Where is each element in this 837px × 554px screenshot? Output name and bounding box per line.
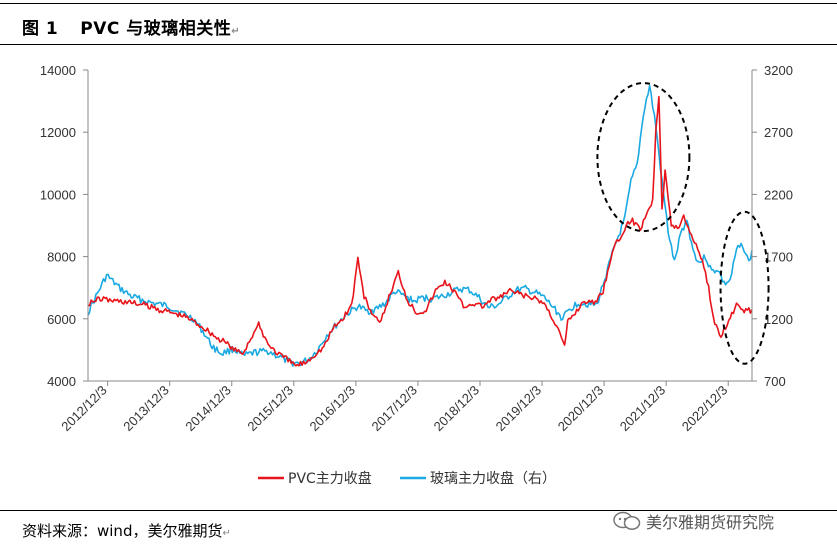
source-text: 资料来源：wind，美尔雅期货 <box>22 522 223 540</box>
wechat-icon <box>613 511 641 530</box>
y-left-tick-label: 14000 <box>40 63 76 78</box>
y-right-tick-label: 700 <box>764 374 786 389</box>
x-tick-label: 2013/12/3 <box>120 383 172 435</box>
y-right-tick-label: 2700 <box>764 125 793 140</box>
top-rule <box>0 3 837 4</box>
paragraph-mark-icon: ↵ <box>222 528 231 539</box>
x-tick-label: 2018/12/3 <box>431 383 483 435</box>
y-left-tick-label: 4000 <box>47 374 76 389</box>
x-tick-label: 2017/12/3 <box>369 383 421 435</box>
x-tick-label: 2014/12/3 <box>182 383 234 435</box>
pvc-series-line <box>87 95 753 367</box>
figure-label: 图 1 <box>22 19 59 39</box>
x-tick-label: 2015/12/3 <box>244 383 296 435</box>
figure-title-text: PVC 与玻璃相关性 <box>80 19 232 39</box>
x-tick-label: 2021/12/3 <box>617 383 669 435</box>
watermark-text: 美尔雅期货研究院 <box>646 513 775 532</box>
x-tick-label: 2020/12/3 <box>555 383 607 435</box>
chart: 4000 6000 8000 10000 12000 14000 700 1200 1700 22… <box>40 63 793 487</box>
y-left-tick-label: 12000 <box>40 125 76 140</box>
watermark: 美尔雅期货研究院 <box>612 509 774 533</box>
source-rule <box>0 510 837 511</box>
y-left-tick-label: 8000 <box>47 250 76 265</box>
title-rule <box>0 44 837 45</box>
y-right-tick-label: 1200 <box>764 312 793 327</box>
x-tick-label: 2022/12/3 <box>679 383 731 435</box>
x-tick-label: 2019/12/3 <box>493 383 545 435</box>
figure-title: 图 1 PVC 与玻璃相关性↵ <box>22 14 240 39</box>
glass-series-line <box>87 84 753 367</box>
highlight-ellipse-2023 <box>719 210 770 365</box>
y-right-tick-label: 1700 <box>764 250 793 265</box>
paragraph-mark-icon: ↵ <box>231 26 241 37</box>
y-left-tick-label: 6000 <box>47 312 76 327</box>
y-right-tick-label: 3200 <box>764 63 793 78</box>
y-left-tick-label: 10000 <box>40 187 76 202</box>
highlight-ellipse-2021 <box>596 82 691 233</box>
legend-pvc-label: PVC主力收盘 <box>288 470 372 487</box>
legend-glass-label: 玻璃主力收盘（右） <box>430 470 556 487</box>
x-tick-label: 2012/12/3 <box>58 383 110 435</box>
x-tick-label: 2016/12/3 <box>306 383 358 435</box>
y-right-tick-label: 2200 <box>764 187 793 202</box>
source-note: 资料来源：wind，美尔雅期货↵ <box>22 520 231 541</box>
